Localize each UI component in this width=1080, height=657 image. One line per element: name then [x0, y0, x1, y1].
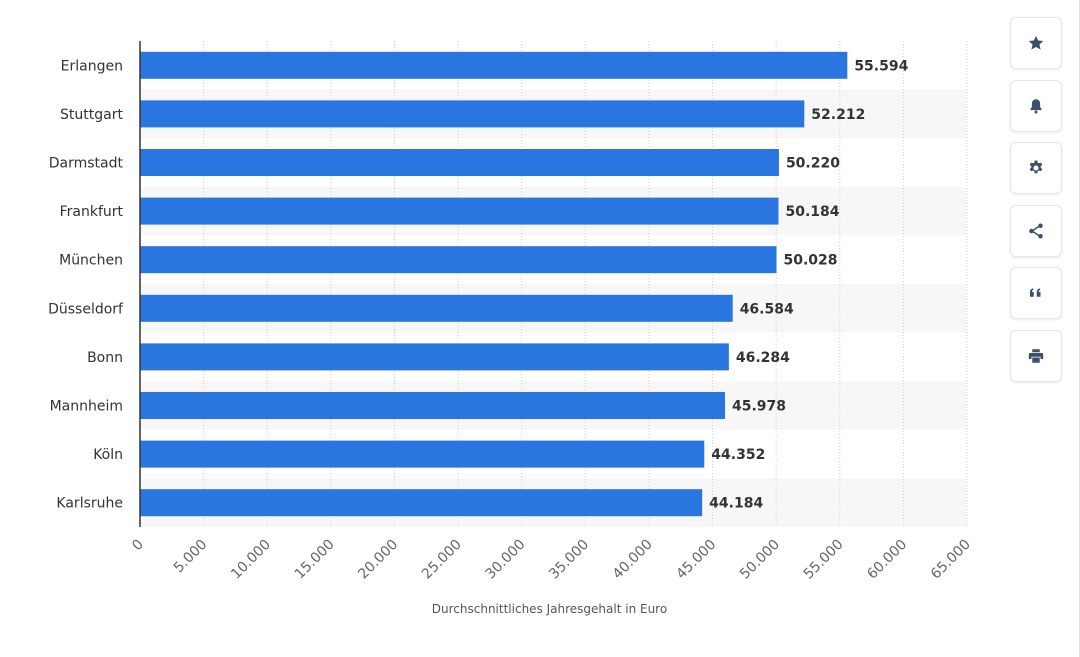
- category-label: Karlsruhe: [56, 496, 123, 512]
- x-tick-label: 60.000: [864, 537, 910, 583]
- category-label: Mannheim: [50, 399, 123, 415]
- print-button[interactable]: [1010, 329, 1062, 382]
- settings-button[interactable]: [1010, 142, 1062, 194]
- x-tick-labels: 0 5.000 10.000 15.000 20.000 25.000 30.000 35.0…: [129, 537, 974, 583]
- gear-icon: [1029, 160, 1043, 174]
- x-tick-label: 5.000: [171, 537, 211, 577]
- value-label: 50.028: [784, 253, 838, 269]
- bar[interactable]: [140, 392, 725, 419]
- category-label: Köln: [93, 447, 123, 463]
- chart-toolbar: [1010, 17, 1062, 392]
- x-tick-label: 40.000: [610, 537, 656, 583]
- bar[interactable]: [140, 343, 729, 371]
- bar[interactable]: [140, 51, 848, 79]
- bar[interactable]: [140, 100, 805, 128]
- favorite-button[interactable]: [1010, 17, 1062, 69]
- x-tick-label: 20.000: [355, 537, 401, 583]
- print-icon: [1028, 348, 1044, 363]
- share-button[interactable]: [1010, 204, 1062, 257]
- value-label: 44.184: [709, 496, 763, 512]
- x-tick-label: 0: [129, 537, 147, 555]
- bar[interactable]: [140, 440, 705, 468]
- cite-button[interactable]: [1010, 267, 1062, 319]
- category-label: Frankfurt: [60, 204, 124, 220]
- share-icon: [1029, 223, 1043, 238]
- x-tick-label: 35.000: [546, 537, 592, 583]
- bar[interactable]: [140, 294, 733, 322]
- category-label: Bonn: [87, 350, 123, 366]
- notification-button[interactable]: [1010, 79, 1062, 132]
- x-tick-label: 10.000: [228, 537, 274, 583]
- x-tick-label: 65.000: [928, 537, 974, 583]
- category-label: Stuttgart: [60, 107, 123, 123]
- bar-chart: Erlangen Stuttgart Darmstadt Frankfurt Münch…: [48, 41, 974, 616]
- value-label: 52.212: [811, 107, 865, 123]
- x-tick-label: 25.000: [419, 537, 465, 583]
- value-label: 44.352: [711, 447, 765, 463]
- value-labels: 55.594 52.212 50.220 50.184 50.028 46.584 46.2…: [709, 58, 908, 511]
- value-label: 46.284: [736, 350, 790, 366]
- x-tick-label: 45.000: [673, 537, 719, 583]
- category-label: Erlangen: [61, 58, 123, 74]
- value-label: 55.594: [854, 58, 908, 74]
- bar[interactable]: [140, 149, 779, 176]
- category-labels: Erlangen Stuttgart Darmstadt Frankfurt Münch…: [48, 58, 124, 511]
- value-label: 45.978: [732, 399, 786, 415]
- star-icon: [1028, 35, 1044, 50]
- value-label: 46.584: [740, 301, 794, 317]
- x-tick-label: 30.000: [483, 537, 529, 583]
- category-label: Darmstadt: [49, 156, 124, 172]
- bell-icon: [1030, 98, 1042, 113]
- bars: [140, 51, 848, 517]
- x-tick-label: 50.000: [737, 537, 783, 583]
- value-label: 50.184: [785, 204, 839, 220]
- quote-icon: [1030, 288, 1041, 297]
- value-label: 50.220: [786, 156, 840, 172]
- x-tick-label: 15.000: [292, 537, 338, 583]
- x-axis-title: Durchschnittliches Jahresgehalt in Euro: [432, 602, 667, 616]
- bar[interactable]: [140, 246, 777, 274]
- bar[interactable]: [140, 197, 779, 225]
- category-label: München: [59, 253, 123, 269]
- bar[interactable]: [140, 489, 703, 517]
- category-label: Düsseldorf: [48, 301, 124, 317]
- x-tick-label: 55.000: [801, 537, 847, 583]
